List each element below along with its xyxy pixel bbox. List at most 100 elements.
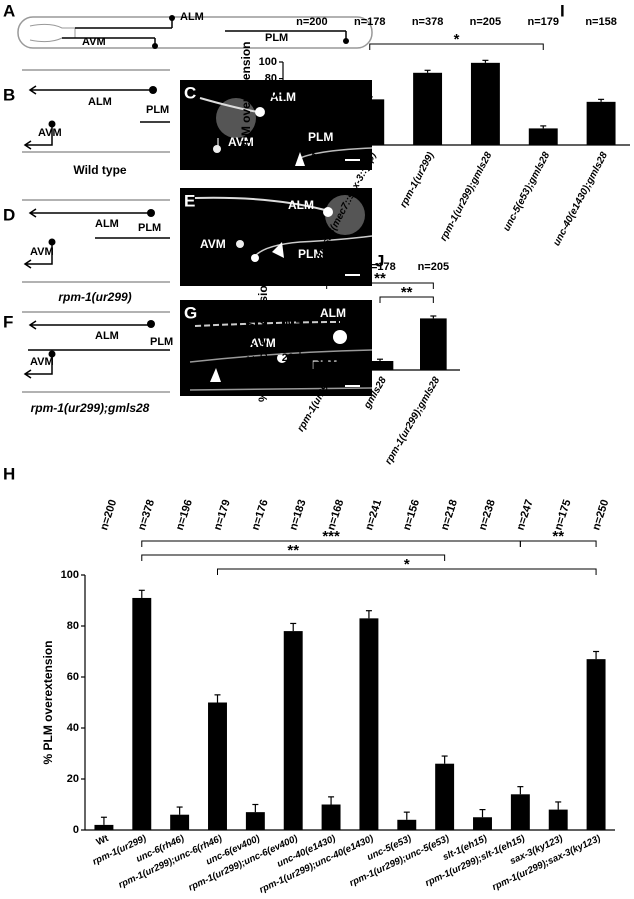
cell-glow: [325, 195, 365, 235]
sample-size: n=179: [528, 16, 560, 28]
bar: [208, 702, 227, 830]
cell-body: [48, 120, 56, 128]
cell-body: [277, 353, 287, 363]
y-tick-label: 60: [67, 671, 79, 683]
sample-size: n=247: [515, 498, 536, 532]
sample-size: n=378: [311, 261, 343, 273]
micrograph: [180, 80, 372, 170]
caption: rpm-1(ur299);gmls28: [31, 401, 150, 415]
neuron-label: PLM: [265, 32, 288, 44]
y-tick-label: 60: [282, 328, 294, 340]
bar: [359, 618, 379, 830]
y-axis-label: % PLM overextension: [239, 41, 253, 165]
cell-body: [255, 107, 265, 117]
y-tick-label: 100: [61, 569, 79, 581]
y-tick-label: 0: [271, 139, 277, 151]
cell-body: [251, 254, 259, 262]
x-tick-label: rpm-1(ur299);gmls28: [438, 150, 494, 243]
significance-bracket: [379, 296, 434, 303]
panel-letter: G: [184, 303, 197, 322]
cell-label: ALM: [320, 306, 346, 320]
x-tick-label: rpm-1(ur299): [398, 150, 437, 210]
panel-letter: F: [3, 312, 13, 331]
y-axis-label: % PLM overextension: [41, 640, 55, 764]
x-tick-label: unc-5(e53);gmls28: [501, 150, 552, 233]
cell-body: [236, 240, 244, 248]
bar: [94, 824, 114, 830]
sample-size: n=241: [363, 498, 384, 532]
bar: [586, 101, 616, 145]
cell-body: [333, 330, 347, 344]
axon: [194, 196, 326, 211]
significance-label: **: [401, 284, 413, 301]
significance-label: ***: [322, 528, 340, 545]
panel-letter: D: [3, 205, 15, 224]
sample-size: n=378: [412, 16, 444, 28]
neuron: [28, 85, 150, 95]
cell-body: [343, 38, 349, 44]
sample-size: n=183: [287, 498, 308, 532]
significance-bracket: [326, 282, 434, 289]
y-tick-label: 40: [265, 106, 277, 118]
cell-body: [147, 209, 155, 217]
sample-size: n=168: [325, 498, 346, 532]
bar: [321, 804, 341, 830]
sample-size: n=179: [212, 498, 233, 532]
cell-body: [152, 43, 158, 49]
cell-body: [323, 207, 333, 217]
neuron-label: AVM: [30, 356, 54, 368]
y-tick-label: 100: [259, 56, 277, 68]
worm-head: [29, 23, 76, 43]
worm-outline: [17, 16, 373, 49]
neuron: [23, 244, 53, 269]
bar: [245, 812, 265, 830]
sample-size: n=196: [174, 498, 195, 532]
sample-size: n=178: [354, 16, 386, 28]
panel-letter: B: [3, 85, 15, 104]
sample-size: n=205: [418, 261, 450, 273]
caption: rpm-1(ur299): [58, 290, 131, 304]
x-tick-label: Wt: [95, 833, 111, 848]
bar: [132, 597, 152, 830]
bar: [297, 143, 327, 145]
significance-label: **: [287, 542, 299, 559]
neuron-label: AVM: [82, 36, 106, 48]
significance-label: *: [404, 556, 410, 573]
neuron-label: AVM: [38, 127, 62, 139]
y-tick-label: 20: [265, 122, 277, 134]
bar: [510, 794, 530, 830]
arrowhead: [295, 152, 305, 166]
cell-label: PLM: [298, 247, 323, 261]
sample-size: n=178: [364, 261, 396, 273]
cell-body: [48, 238, 56, 246]
sample-size: n=200: [296, 16, 328, 28]
bar: [413, 72, 443, 145]
cell-label: ALM: [288, 198, 314, 212]
significance-bracket: [369, 43, 544, 50]
axon: [194, 321, 341, 327]
significance-bracket: [217, 568, 597, 575]
sample-size: n=218: [439, 498, 460, 532]
bar: [313, 361, 340, 370]
y-axis-label: to AVM: [243, 320, 257, 360]
neuron-label: ALM: [88, 96, 112, 108]
significance-label: **: [374, 270, 386, 287]
bar: [435, 763, 455, 830]
y-tick-label: 0: [73, 824, 79, 836]
y-tick-label: 100: [276, 304, 294, 316]
x-tick-label: wt: [305, 150, 321, 166]
sample-size: n=205: [470, 16, 502, 28]
sample-size: n=156: [401, 498, 422, 532]
sample-size: n=175: [552, 498, 573, 532]
neuron: [23, 356, 53, 379]
significance-label: **: [552, 528, 564, 545]
cell-label: AVM: [200, 237, 226, 251]
neuron-label: PLM: [146, 104, 169, 116]
bar: [586, 659, 606, 830]
bar: [528, 128, 558, 145]
sample-size: n=158: [585, 16, 617, 28]
y-tick-label: 80: [67, 620, 79, 632]
neuron: [28, 320, 148, 330]
significance-bracket: [519, 540, 597, 547]
y-tick-label: 20: [67, 773, 79, 785]
